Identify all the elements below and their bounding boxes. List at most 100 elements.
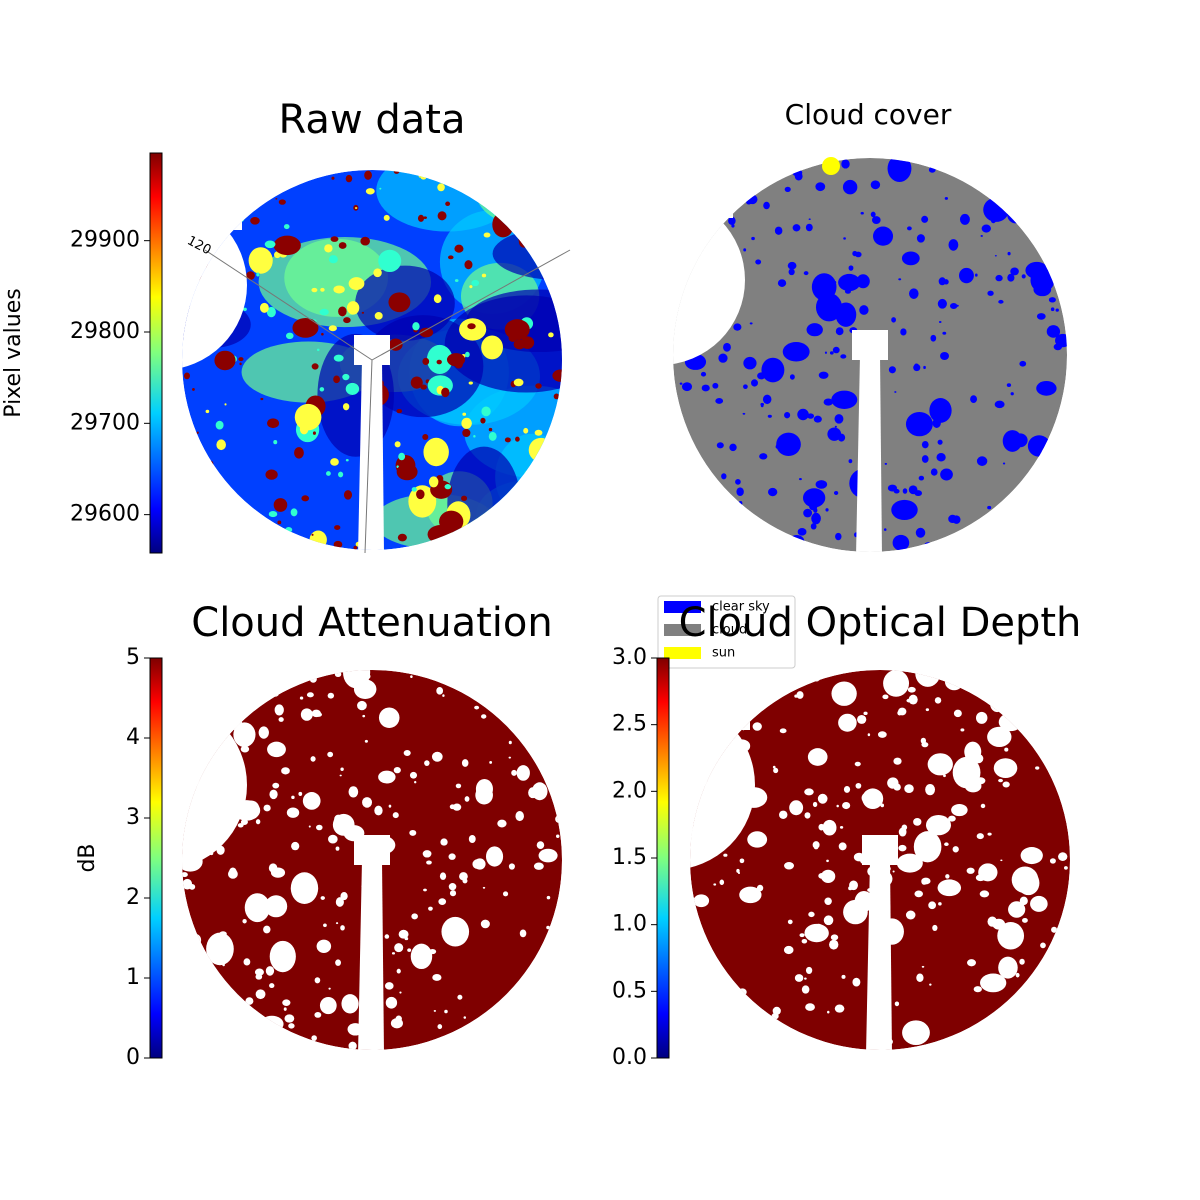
sky-blob [1002,462,1006,465]
sky-blob [253,1046,259,1050]
sky-blob [901,251,920,266]
sky-blob [426,344,453,374]
sky-blob [461,759,469,767]
mask-top-left [673,158,733,218]
sky-blob [398,929,409,939]
sky-blob [1027,435,1051,457]
panel-title: Raw data [279,97,466,143]
sky-blob [959,267,974,284]
sky-blob [183,372,191,380]
sky-blob [1055,704,1070,722]
sky-blob [232,498,235,501]
legend-swatch [664,624,701,636]
sky-blob [908,694,918,705]
sky-blob [298,791,303,796]
sky-blob [462,412,467,416]
sky-blob [843,785,851,793]
sky-blob [710,211,721,223]
sky-blob [690,670,704,691]
sky-blob [247,1010,251,1014]
mask-post [358,860,384,1050]
sky-blob [777,279,787,287]
sky-blob [906,698,912,703]
sky-blob [949,542,954,546]
sky-blob [333,540,343,549]
sky-blob [364,739,368,743]
sky-blob [291,795,295,800]
sky-blob [378,707,400,728]
sky-blob [183,180,192,191]
sky-blob [975,874,986,882]
sky-blob [987,726,1012,747]
sky-blob [948,815,956,822]
sky-blob [980,235,983,237]
sky-blob [987,832,992,836]
sky-blob [736,165,747,174]
sky-blob [921,877,931,885]
sky-blob [508,863,515,870]
sky-blob [1040,507,1048,514]
sky-blob [998,956,1018,979]
sky-blob [205,409,210,414]
sky-blob [330,458,339,466]
sky-blob [900,328,907,336]
sky-blob [882,694,889,700]
sky-blob [504,437,511,443]
sky-blob [474,1019,489,1034]
sky-blob [270,867,286,878]
sky-blob [1004,747,1009,752]
sky-blob [760,1022,775,1034]
sky-blob [384,982,394,990]
colorbar-tick-label: 3.0 [612,645,647,670]
sky-blob [785,1041,792,1050]
sky-blob [1038,550,1041,552]
sky-blob [937,439,943,445]
sky-blob [1050,307,1055,312]
sky-blob [827,1010,830,1014]
sky-blob [364,673,371,680]
sky-blob [335,846,340,851]
sky-blob [720,507,723,511]
sky-blob [238,357,244,362]
sky-blob [513,378,524,387]
sky-blob [428,948,437,955]
sky-blob [185,512,195,522]
sky-blob [533,547,538,550]
sky-blob [246,271,255,280]
sky-blob [552,369,562,382]
sky-blob [804,812,811,819]
sky-blob [815,293,843,322]
sky-blob [835,327,844,336]
sky-blob [325,471,331,476]
sky-blob [1019,896,1028,906]
sky-blob [254,968,264,976]
sky-blob [533,862,544,870]
sky-blob [525,515,535,522]
sky-blob [1048,297,1056,303]
sky-blob [422,850,432,858]
sky-blob [973,753,984,764]
sky-blob [887,777,899,789]
sky-blob [409,771,418,779]
sky-blob [428,906,433,911]
sky-blob [1046,325,1061,338]
sky-blob [986,184,996,191]
sky-blob [729,173,737,180]
sky-blob [896,853,923,873]
sky-blob [699,545,708,552]
sky-blob [807,413,815,419]
sky-blob [365,188,375,195]
sky-blob [970,395,978,404]
sky-blob [916,234,925,243]
legend-swatch [664,647,701,659]
sky-blob [743,384,748,390]
sky-blob [248,247,273,274]
sky-blob [539,513,555,529]
sky-blob [684,265,693,272]
sky-blob [362,714,366,718]
sky-blob [801,938,808,944]
sky-blob [441,387,450,398]
sky-blob [792,1041,797,1046]
sky-blob [981,224,991,233]
sky-blob [681,382,693,392]
